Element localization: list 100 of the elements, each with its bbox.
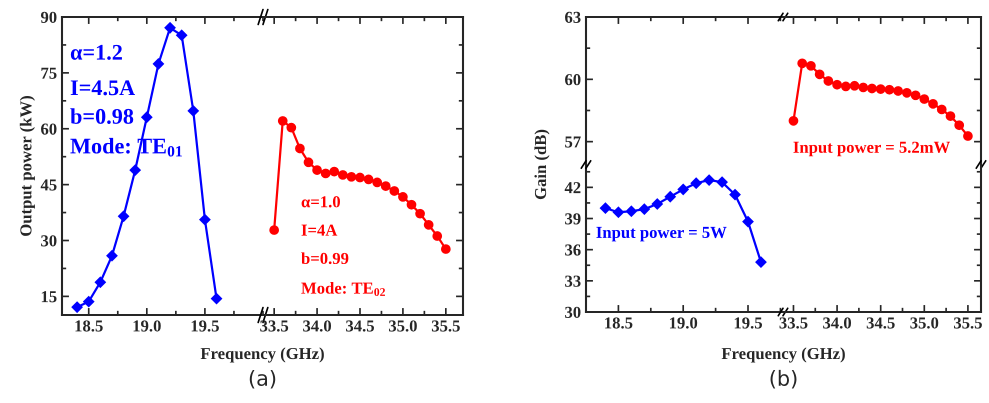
x-tick-label: 18.5 [605,317,632,329]
point [329,166,340,176]
point [946,111,956,121]
point [106,250,118,262]
point [398,192,408,202]
point [355,172,365,182]
point [141,112,152,123]
x-tick-label: 35.0 [910,317,938,329]
point [664,191,676,202]
point [188,105,199,116]
point [788,116,798,126]
point [823,76,834,86]
point [867,84,877,94]
y-tick-label: 90 [40,12,57,23]
x-tick-label: 18.5 [75,320,103,332]
y-tick-label: 60 [565,74,581,86]
point [346,172,356,182]
point [440,244,451,254]
x-axis-title: Frequency (GHz) [200,347,324,363]
annotation: α=1.2 [70,44,122,60]
point [876,84,886,94]
x-tick-label: 19.5 [192,320,219,332]
point [652,198,663,210]
point [130,164,141,176]
y-tick-label: 57 [565,136,581,148]
point [304,157,314,168]
x-tick-label: 34.5 [866,317,895,329]
x-tick-label: 33.5 [780,317,808,329]
point [910,90,920,100]
text: (b) [770,370,796,388]
point [755,256,767,268]
point [963,131,973,141]
x-tick-label: 34.0 [823,317,852,329]
x-tick-label: 35.5 [432,320,460,332]
point [364,174,374,184]
y-tick-label: 45 [40,179,57,191]
point [152,58,164,70]
x-tick-label: 35.5 [954,317,982,329]
point [164,22,176,34]
y-tick-label: 30 [565,306,581,318]
point [814,69,824,80]
point [295,144,305,154]
x-tick-label: 19.0 [670,317,698,329]
point [72,302,83,313]
point [928,98,938,109]
annotation: Input power = 5.2mW [793,142,950,156]
annotation: Mode: TE$_{02}$ [301,282,385,296]
y-tick-label: 15 [42,291,57,302]
point [269,225,280,235]
point [424,220,434,230]
y-tick-label: 30 [41,235,57,246]
point [626,206,637,217]
point [338,170,348,180]
y-axis-title: Output power (kW) [20,96,35,236]
annotation: α=1.0 [302,196,340,208]
annotation: b=0.99 [301,252,348,264]
x-tick-label: 34.5 [346,320,374,332]
point [372,178,382,188]
x-axis-title: Frequency (GHz) [722,347,845,363]
x-tick-label: 33.5 [260,320,288,332]
point [432,231,442,241]
x-tick-label: 34.0 [303,320,332,332]
x-tick-label: 19.5 [734,317,762,329]
point [806,60,816,71]
point [919,94,930,104]
annotation: Input power = 5W [596,226,727,242]
y-axis-title: Gain (dB) [534,130,550,200]
point [884,84,894,95]
y-tick-label: 63 [565,12,581,23]
y-tick-label: 33 [565,276,581,287]
annotation: I=4A [302,224,338,236]
point [380,181,391,191]
point [94,276,106,288]
y-tick-label: 39 [565,213,581,224]
point [415,208,425,219]
point [832,80,842,90]
annotation: I=4.5A [70,80,136,96]
point [858,82,868,92]
point [690,178,702,189]
point [83,296,94,308]
point [902,88,912,98]
y-tick-label: 75 [41,68,57,79]
point [840,82,851,92]
point [176,30,188,41]
point [678,184,689,196]
point [389,186,400,196]
annotation: b=0.98 [70,108,134,124]
point [320,168,331,178]
point [729,189,741,200]
point [704,174,715,186]
point [600,202,612,214]
point [797,58,808,68]
text: (a) [250,370,276,388]
y-tick-label: 36 [565,244,581,256]
point [199,214,211,226]
point [954,120,964,130]
point [716,176,728,188]
point [850,80,860,91]
point [742,216,754,228]
x-tick-label: 35.0 [388,320,417,332]
